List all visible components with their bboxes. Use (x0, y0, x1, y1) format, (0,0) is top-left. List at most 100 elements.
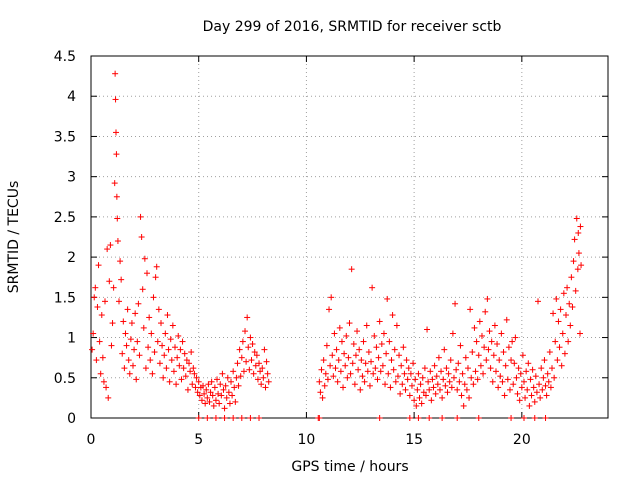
data-point (351, 381, 358, 388)
data-point (475, 415, 482, 421)
data-point (520, 378, 527, 385)
data-point (160, 374, 167, 381)
y-tick-label: 1 (67, 331, 76, 347)
data-point (496, 357, 503, 364)
data-point (141, 255, 148, 262)
data-point (132, 310, 139, 317)
data-point (108, 342, 115, 349)
data-point (414, 386, 421, 393)
data-point (517, 370, 524, 377)
data-point (445, 370, 452, 377)
data-point (224, 374, 231, 381)
data-point (247, 415, 254, 421)
data-point (537, 394, 544, 401)
data-point (332, 365, 339, 372)
data-point (156, 360, 163, 367)
data-point (515, 365, 522, 372)
chart-title: Day 299 of 2016, SRMTID for receiver sct… (203, 19, 502, 35)
data-point (570, 258, 577, 265)
data-point (261, 346, 268, 353)
data-point (372, 365, 379, 372)
data-point (432, 390, 439, 397)
data-point (154, 338, 161, 345)
data-point (522, 394, 529, 401)
data-point (93, 357, 100, 364)
data-point (392, 378, 399, 385)
data-point (243, 358, 250, 365)
data-point (262, 384, 269, 391)
data-point (441, 346, 448, 353)
data-point (578, 262, 585, 269)
data-point (126, 370, 133, 377)
data-point (140, 324, 147, 331)
data-point (569, 303, 576, 310)
data-point (210, 402, 217, 409)
data-point (470, 381, 477, 388)
data-point (137, 213, 144, 220)
data-point (208, 378, 215, 385)
data-point (360, 338, 367, 345)
data-point (109, 320, 116, 327)
data-point (117, 258, 124, 265)
data-point (365, 349, 372, 356)
data-point (124, 306, 131, 313)
data-point (260, 374, 267, 381)
data-point (330, 373, 337, 380)
data-point (189, 381, 196, 388)
data-point (172, 344, 179, 351)
data-point (572, 287, 579, 294)
data-point (256, 360, 263, 367)
data-point (410, 360, 417, 367)
x-tick-label: 15 (405, 432, 423, 448)
data-point (494, 340, 501, 347)
data-point (506, 386, 513, 393)
x-tick-label: 0 (87, 432, 96, 448)
data-point (551, 374, 558, 381)
data-point (155, 306, 162, 313)
data-point (462, 354, 469, 361)
data-point (233, 374, 240, 381)
data-point (556, 344, 563, 351)
data-point (238, 354, 245, 361)
data-point (449, 330, 456, 337)
data-point (327, 362, 334, 369)
data-point (113, 151, 120, 158)
data-point (343, 332, 350, 339)
data-point (435, 354, 442, 361)
data-point (180, 365, 187, 372)
data-point (484, 295, 491, 302)
data-point (120, 318, 127, 325)
data-point (531, 415, 538, 421)
data-point (461, 381, 468, 388)
data-point (159, 342, 166, 349)
data-point (386, 338, 393, 345)
data-point (374, 376, 381, 383)
data-point (247, 334, 254, 341)
y-tick-label: 2.5 (54, 210, 76, 226)
data-point (402, 386, 409, 393)
data-point (123, 342, 130, 349)
data-point (424, 326, 431, 333)
data-point (403, 357, 410, 364)
data-point (389, 312, 396, 319)
data-point (415, 370, 422, 377)
data-point (393, 322, 400, 329)
data-point (574, 266, 581, 273)
data-point (249, 340, 256, 347)
data-point (560, 290, 567, 297)
data-point (331, 330, 338, 337)
data-point (523, 368, 530, 375)
data-point (405, 365, 412, 372)
data-point (456, 378, 463, 385)
data-point (186, 360, 193, 367)
data-point (413, 402, 420, 409)
data-point (438, 368, 445, 375)
data-point (406, 392, 413, 399)
data-point (246, 366, 253, 373)
data-point (406, 415, 413, 421)
x-tick-label: 10 (298, 432, 316, 448)
data-point (138, 234, 145, 240)
data-point (221, 405, 228, 412)
data-point (565, 338, 572, 345)
y-tick-label: 1.5 (54, 290, 76, 306)
